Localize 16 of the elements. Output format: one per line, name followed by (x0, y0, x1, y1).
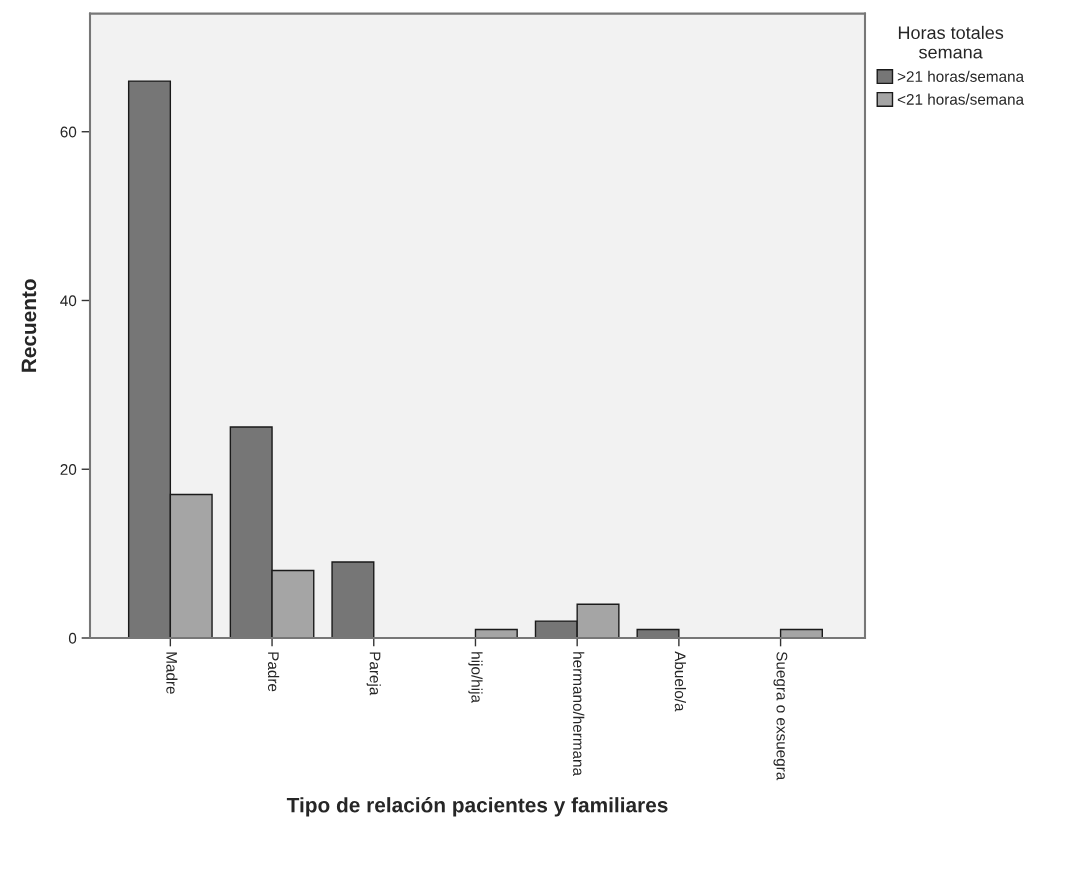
x-tick-label: Pareja (366, 652, 381, 696)
x-tick-label: hermano/hermana (573, 652, 585, 777)
x-tick-label: Madre (166, 652, 178, 694)
x-tick-label: hijo/hija (468, 652, 483, 703)
y-tick-label: 20 (60, 464, 77, 475)
x-tick-label: Suegra o exsuegra (773, 651, 788, 781)
x-tick-label: Padre (267, 652, 280, 692)
y-axis-title: Recuento (21, 279, 37, 372)
y-tick-label: 60 (60, 126, 77, 138)
legend-title: Horas totales semana (898, 25, 1004, 59)
legend-label: >21 horas/semana (897, 70, 1025, 82)
x-tick-label: Abuelo/a (674, 651, 686, 712)
y-tick-label: 40 (60, 295, 77, 307)
x-axis-title: Tipo de relación pacientes y familiares (286, 796, 668, 817)
y-tick-label: 0 (68, 632, 77, 644)
legend-label: <21 horas/semana (897, 93, 1025, 105)
